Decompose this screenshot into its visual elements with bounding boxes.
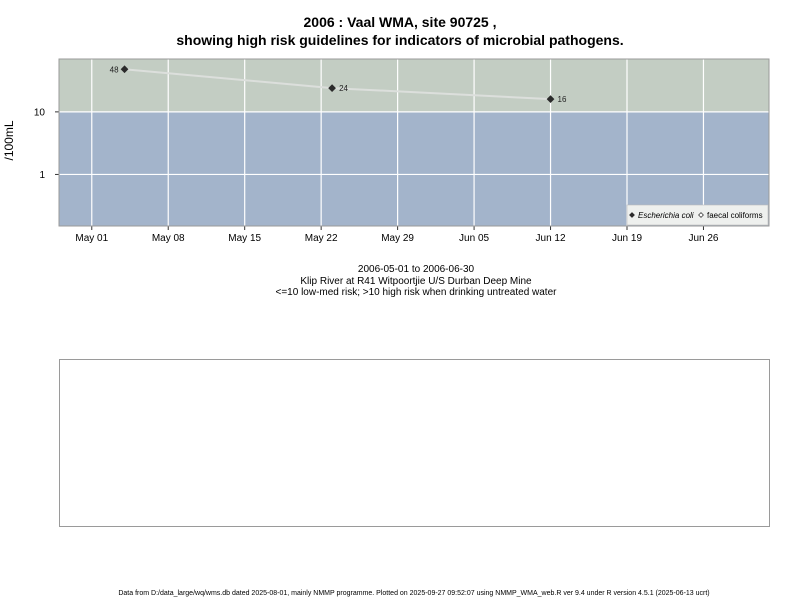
x-tick-label: May 29 — [381, 233, 414, 244]
empty-plot-panel — [59, 359, 770, 527]
y-tick-label: 1 — [39, 170, 45, 181]
data-label: 16 — [558, 95, 567, 104]
y-axis-label: /100mL — [2, 120, 16, 160]
data-point — [546, 95, 555, 103]
data-label: 24 — [339, 84, 348, 93]
x-tick-label: Jun 12 — [536, 233, 566, 244]
y-tick-label: 10 — [34, 107, 46, 118]
series-layer: 48 24 16 — [110, 65, 567, 104]
chart-svg: May 01 May 08 May 15 May 22 May 29 Jun 05 Jun … — [2, 58, 770, 244]
data-label: 48 — [110, 65, 119, 74]
x-tick-label: May 22 — [305, 233, 338, 244]
high-risk-band — [59, 59, 769, 112]
legend-marker — [629, 212, 635, 218]
legend-entry: faecal coliforms — [707, 211, 763, 220]
plot-border — [58, 58, 770, 227]
risk-caption: <=10 low-med risk; >10 high risk when dr… — [275, 287, 557, 298]
site-caption: Klip River at R41 Witpoortjie U/S Durban… — [300, 276, 532, 287]
x-tick-label: May 01 — [75, 233, 108, 244]
legend-box — [626, 204, 769, 226]
legend-marker — [698, 212, 704, 218]
x-tick-label: Jun 26 — [688, 233, 718, 244]
footer-note: Data from D:/data_large/wq/wms.db dated … — [118, 590, 710, 597]
data-point — [120, 65, 129, 74]
data-point — [328, 84, 336, 92]
x-tick-label: May 15 — [228, 233, 261, 244]
grid-lines — [59, 59, 769, 226]
axes: May 01 May 08 May 15 May 22 May 29 Jun 05 Jun … — [2, 107, 719, 244]
legend: Escherichia coli faecal coliforms — [626, 204, 769, 226]
x-tick-label: Jun 19 — [612, 233, 642, 244]
x-tick-label: Jun 05 — [459, 233, 489, 244]
x-tick-label: May 08 — [152, 233, 185, 244]
chart-title-line-1: 2006 : Vaal WMA, site 90725 , — [303, 14, 497, 30]
legend-entry: Escherichia coli — [638, 211, 694, 220]
date-range-caption: 2006-05-01 to 2006-06-30 — [357, 264, 475, 275]
chart-title-line-2: showing high risk guidelines for indicat… — [176, 32, 624, 48]
